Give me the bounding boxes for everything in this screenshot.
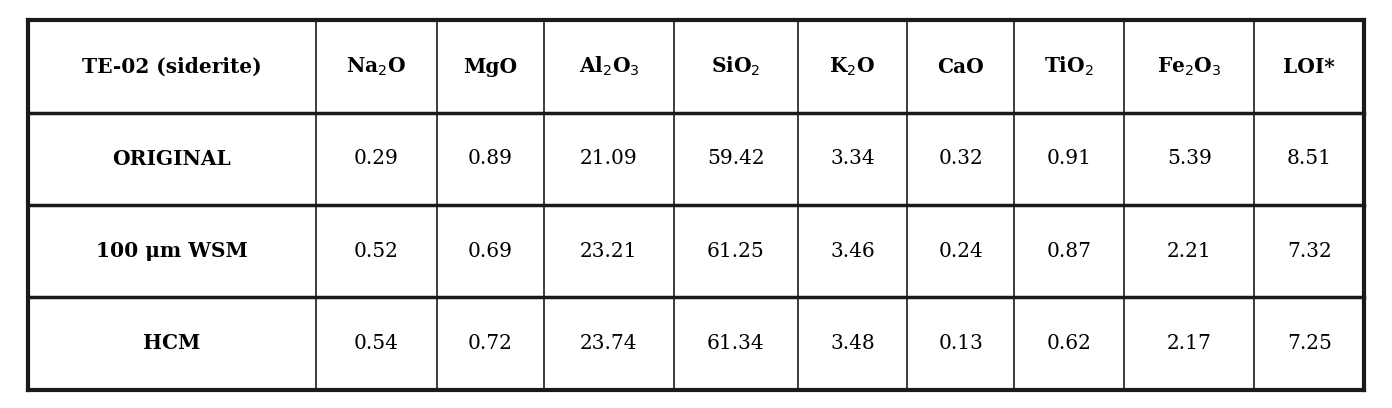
- Text: 2.17: 2.17: [1166, 334, 1211, 353]
- Text: Fe$_2$O$_3$: Fe$_2$O$_3$: [1157, 55, 1221, 78]
- Text: 0.91: 0.91: [1047, 149, 1091, 169]
- Text: 7.25: 7.25: [1286, 334, 1332, 353]
- Text: 8.51: 8.51: [1286, 149, 1332, 169]
- Text: 0.32: 0.32: [938, 149, 983, 169]
- Text: Al$_2$O$_3$: Al$_2$O$_3$: [579, 55, 639, 78]
- Text: 0.62: 0.62: [1047, 334, 1091, 353]
- Text: 0.72: 0.72: [468, 334, 512, 353]
- Text: 5.39: 5.39: [1166, 149, 1211, 169]
- Text: CaO: CaO: [937, 57, 984, 77]
- Text: TE-02 (siderite): TE-02 (siderite): [82, 57, 262, 77]
- Text: 59.42: 59.42: [707, 149, 764, 169]
- Text: 0.29: 0.29: [354, 149, 398, 169]
- Text: MgO: MgO: [464, 57, 518, 77]
- Text: Na$_2$O: Na$_2$O: [347, 55, 406, 78]
- Text: LOI*: LOI*: [1283, 57, 1335, 77]
- Text: 0.54: 0.54: [354, 334, 398, 353]
- Text: K$_2$O: K$_2$O: [830, 55, 876, 78]
- Text: 23.21: 23.21: [580, 242, 638, 261]
- Text: 21.09: 21.09: [580, 149, 638, 169]
- Text: 61.34: 61.34: [707, 334, 764, 353]
- Text: 3.48: 3.48: [830, 334, 874, 353]
- Text: 61.25: 61.25: [707, 242, 764, 261]
- Text: 0.87: 0.87: [1047, 242, 1091, 261]
- Text: HCM: HCM: [143, 333, 200, 353]
- Text: TiO$_2$: TiO$_2$: [1044, 55, 1094, 78]
- Text: 0.24: 0.24: [938, 242, 983, 261]
- Text: 0.52: 0.52: [354, 242, 398, 261]
- Text: 3.46: 3.46: [830, 242, 874, 261]
- Text: 7.32: 7.32: [1288, 242, 1332, 261]
- Text: 0.13: 0.13: [938, 334, 983, 353]
- Text: 0.69: 0.69: [468, 242, 512, 261]
- Text: 3.34: 3.34: [830, 149, 874, 169]
- Text: ORIGINAL: ORIGINAL: [113, 149, 231, 169]
- Text: 2.21: 2.21: [1166, 242, 1211, 261]
- Text: 100 μm WSM: 100 μm WSM: [96, 241, 248, 261]
- Text: SiO$_2$: SiO$_2$: [711, 55, 760, 78]
- Text: 0.89: 0.89: [468, 149, 512, 169]
- Text: 23.74: 23.74: [580, 334, 638, 353]
